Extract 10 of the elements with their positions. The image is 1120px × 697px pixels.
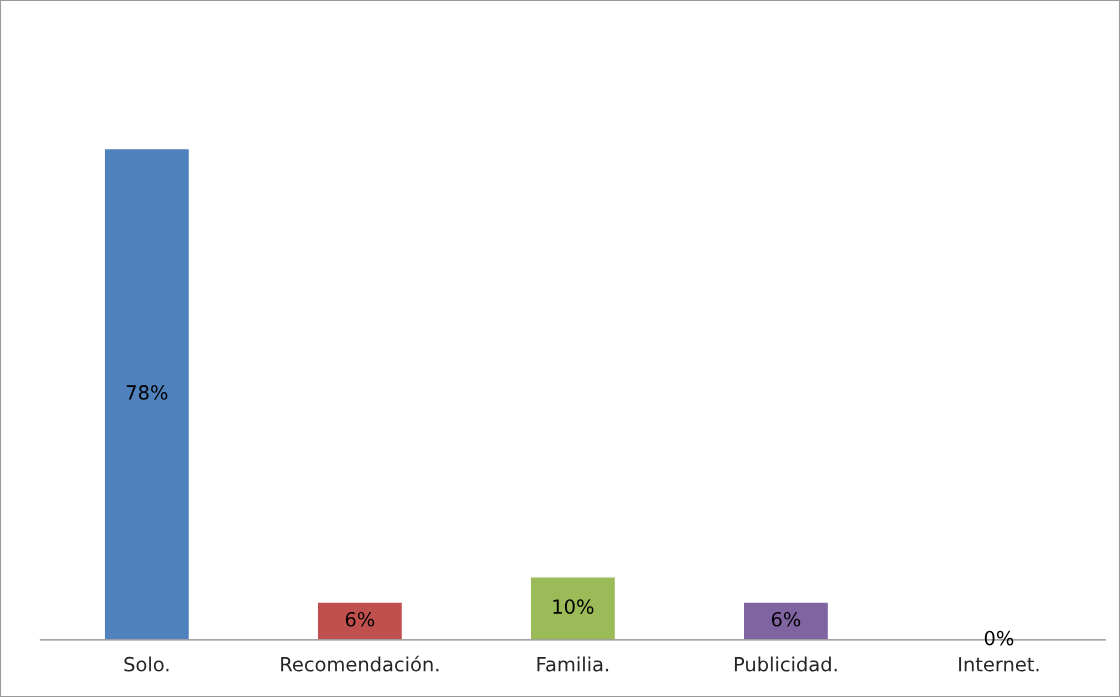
data-label: 0% [984, 630, 1014, 646]
data-label: 10% [553, 599, 594, 614]
data-label: 6% [771, 611, 801, 627]
x-tick-label: Recomendación. [281, 655, 439, 672]
data-label: 6% [345, 611, 375, 627]
x-tick-label: Solo. [124, 656, 169, 672]
x-tick-label: Familia. [537, 656, 609, 672]
data-label: 78% [126, 385, 168, 400]
x-tick-label: Publicidad. [734, 656, 837, 672]
x-tick-label: Internet. [959, 657, 1039, 672]
